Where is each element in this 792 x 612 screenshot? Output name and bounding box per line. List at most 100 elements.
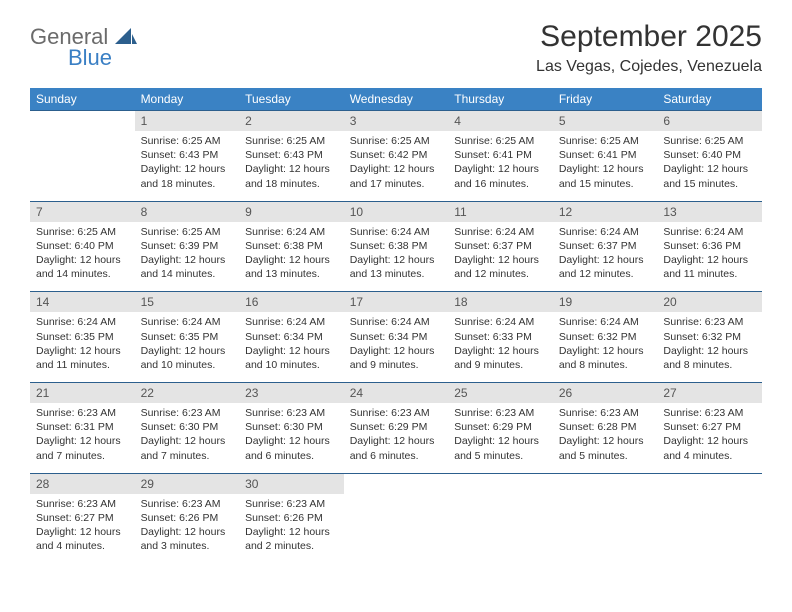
sunrise-line: Sunrise: 6:24 AM: [36, 315, 129, 329]
day-number: 8: [135, 202, 240, 222]
sunrise-line: Sunrise: 6:23 AM: [663, 406, 756, 420]
day-number: 14: [30, 292, 135, 312]
sunrise-line: Sunrise: 6:24 AM: [559, 315, 652, 329]
calendar-page: General Blue September 2025 Las Vegas, C…: [0, 0, 792, 583]
day-body: Sunrise: 6:23 AMSunset: 6:27 PMDaylight:…: [30, 494, 135, 564]
sunset-line: Sunset: 6:30 PM: [245, 420, 338, 434]
sunset-line: Sunset: 6:42 PM: [350, 148, 443, 162]
day-number: 28: [30, 474, 135, 494]
sunset-line: Sunset: 6:34 PM: [245, 330, 338, 344]
week-row: 1Sunrise: 6:25 AMSunset: 6:43 PMDaylight…: [30, 111, 762, 202]
day-body: Sunrise: 6:23 AMSunset: 6:26 PMDaylight:…: [135, 494, 240, 564]
header: General Blue September 2025 Las Vegas, C…: [30, 20, 762, 76]
sunset-line: Sunset: 6:43 PM: [245, 148, 338, 162]
daylight-line: Daylight: 12 hours and 9 minutes.: [454, 344, 547, 372]
sunset-line: Sunset: 6:41 PM: [559, 148, 652, 162]
daylight-line: Daylight: 12 hours and 18 minutes.: [245, 162, 338, 190]
daylight-line: Daylight: 12 hours and 15 minutes.: [663, 162, 756, 190]
day-body: Sunrise: 6:23 AMSunset: 6:29 PMDaylight:…: [448, 403, 553, 473]
day-body: Sunrise: 6:23 AMSunset: 6:27 PMDaylight:…: [657, 403, 762, 473]
daylight-line: Daylight: 12 hours and 2 minutes.: [245, 525, 338, 553]
sunset-line: Sunset: 6:26 PM: [141, 511, 234, 525]
day-body: Sunrise: 6:25 AMSunset: 6:41 PMDaylight:…: [553, 131, 658, 201]
sunset-line: Sunset: 6:36 PM: [663, 239, 756, 253]
sunset-line: Sunset: 6:38 PM: [350, 239, 443, 253]
day-cell: 26Sunrise: 6:23 AMSunset: 6:28 PMDayligh…: [553, 383, 658, 474]
sunrise-line: Sunrise: 6:24 AM: [559, 225, 652, 239]
day-body: Sunrise: 6:23 AMSunset: 6:28 PMDaylight:…: [553, 403, 658, 473]
title-block: September 2025 Las Vegas, Cojedes, Venez…: [536, 20, 762, 76]
day-body: [553, 480, 658, 538]
day-number: 9: [239, 202, 344, 222]
daylight-line: Daylight: 12 hours and 9 minutes.: [350, 344, 443, 372]
day-number: 6: [657, 111, 762, 131]
day-cell: 25Sunrise: 6:23 AMSunset: 6:29 PMDayligh…: [448, 383, 553, 474]
day-cell: 9Sunrise: 6:24 AMSunset: 6:38 PMDaylight…: [239, 201, 344, 292]
daylight-line: Daylight: 12 hours and 4 minutes.: [36, 525, 129, 553]
dow-saturday: Saturday: [657, 88, 762, 111]
sunset-line: Sunset: 6:37 PM: [454, 239, 547, 253]
day-cell: 1Sunrise: 6:25 AMSunset: 6:43 PMDaylight…: [135, 111, 240, 202]
day-body: Sunrise: 6:24 AMSunset: 6:37 PMDaylight:…: [553, 222, 658, 292]
sunrise-line: Sunrise: 6:25 AM: [663, 134, 756, 148]
sunset-line: Sunset: 6:39 PM: [141, 239, 234, 253]
day-cell: [30, 111, 135, 202]
day-number: 19: [553, 292, 658, 312]
daylight-line: Daylight: 12 hours and 3 minutes.: [141, 525, 234, 553]
sunset-line: Sunset: 6:27 PM: [663, 420, 756, 434]
sunset-line: Sunset: 6:32 PM: [559, 330, 652, 344]
sunset-line: Sunset: 6:30 PM: [141, 420, 234, 434]
day-number: 18: [448, 292, 553, 312]
day-cell: 20Sunrise: 6:23 AMSunset: 6:32 PMDayligh…: [657, 292, 762, 383]
daylight-line: Daylight: 12 hours and 5 minutes.: [454, 434, 547, 462]
day-cell: 18Sunrise: 6:24 AMSunset: 6:33 PMDayligh…: [448, 292, 553, 383]
day-body: [344, 480, 449, 538]
sunrise-line: Sunrise: 6:23 AM: [141, 497, 234, 511]
logo-sail-icon: [115, 31, 137, 48]
daylight-line: Daylight: 12 hours and 10 minutes.: [141, 344, 234, 372]
day-cell: 30Sunrise: 6:23 AMSunset: 6:26 PMDayligh…: [239, 473, 344, 563]
dow-friday: Friday: [553, 88, 658, 111]
day-body: Sunrise: 6:24 AMSunset: 6:33 PMDaylight:…: [448, 312, 553, 382]
sunset-line: Sunset: 6:38 PM: [245, 239, 338, 253]
day-body: Sunrise: 6:24 AMSunset: 6:37 PMDaylight:…: [448, 222, 553, 292]
day-body: Sunrise: 6:23 AMSunset: 6:29 PMDaylight:…: [344, 403, 449, 473]
daylight-line: Daylight: 12 hours and 13 minutes.: [245, 253, 338, 281]
sunrise-line: Sunrise: 6:24 AM: [350, 225, 443, 239]
sunset-line: Sunset: 6:29 PM: [454, 420, 547, 434]
day-cell: 3Sunrise: 6:25 AMSunset: 6:42 PMDaylight…: [344, 111, 449, 202]
day-cell: 15Sunrise: 6:24 AMSunset: 6:35 PMDayligh…: [135, 292, 240, 383]
day-cell: 24Sunrise: 6:23 AMSunset: 6:29 PMDayligh…: [344, 383, 449, 474]
daylight-line: Daylight: 12 hours and 16 minutes.: [454, 162, 547, 190]
sunrise-line: Sunrise: 6:24 AM: [454, 315, 547, 329]
sunset-line: Sunset: 6:31 PM: [36, 420, 129, 434]
day-body: Sunrise: 6:24 AMSunset: 6:34 PMDaylight:…: [344, 312, 449, 382]
day-number: 26: [553, 383, 658, 403]
week-row: 14Sunrise: 6:24 AMSunset: 6:35 PMDayligh…: [30, 292, 762, 383]
day-cell: 19Sunrise: 6:24 AMSunset: 6:32 PMDayligh…: [553, 292, 658, 383]
day-number: 24: [344, 383, 449, 403]
day-body: Sunrise: 6:23 AMSunset: 6:26 PMDaylight:…: [239, 494, 344, 564]
day-cell: 14Sunrise: 6:24 AMSunset: 6:35 PMDayligh…: [30, 292, 135, 383]
day-number: 25: [448, 383, 553, 403]
calendar-body: 1Sunrise: 6:25 AMSunset: 6:43 PMDaylight…: [30, 111, 762, 564]
day-number: 7: [30, 202, 135, 222]
daylight-line: Daylight: 12 hours and 5 minutes.: [559, 434, 652, 462]
day-cell: [344, 473, 449, 563]
dow-wednesday: Wednesday: [344, 88, 449, 111]
day-cell: 22Sunrise: 6:23 AMSunset: 6:30 PMDayligh…: [135, 383, 240, 474]
daylight-line: Daylight: 12 hours and 11 minutes.: [663, 253, 756, 281]
daylight-line: Daylight: 12 hours and 7 minutes.: [36, 434, 129, 462]
day-cell: 4Sunrise: 6:25 AMSunset: 6:41 PMDaylight…: [448, 111, 553, 202]
sunset-line: Sunset: 6:32 PM: [663, 330, 756, 344]
day-body: Sunrise: 6:25 AMSunset: 6:40 PMDaylight:…: [30, 222, 135, 292]
sunrise-line: Sunrise: 6:25 AM: [141, 134, 234, 148]
day-body: Sunrise: 6:25 AMSunset: 6:41 PMDaylight:…: [448, 131, 553, 201]
daylight-line: Daylight: 12 hours and 15 minutes.: [559, 162, 652, 190]
day-body: Sunrise: 6:24 AMSunset: 6:35 PMDaylight:…: [135, 312, 240, 382]
day-cell: 12Sunrise: 6:24 AMSunset: 6:37 PMDayligh…: [553, 201, 658, 292]
sunset-line: Sunset: 6:34 PM: [350, 330, 443, 344]
day-cell: 5Sunrise: 6:25 AMSunset: 6:41 PMDaylight…: [553, 111, 658, 202]
day-body: Sunrise: 6:25 AMSunset: 6:39 PMDaylight:…: [135, 222, 240, 292]
sunset-line: Sunset: 6:29 PM: [350, 420, 443, 434]
